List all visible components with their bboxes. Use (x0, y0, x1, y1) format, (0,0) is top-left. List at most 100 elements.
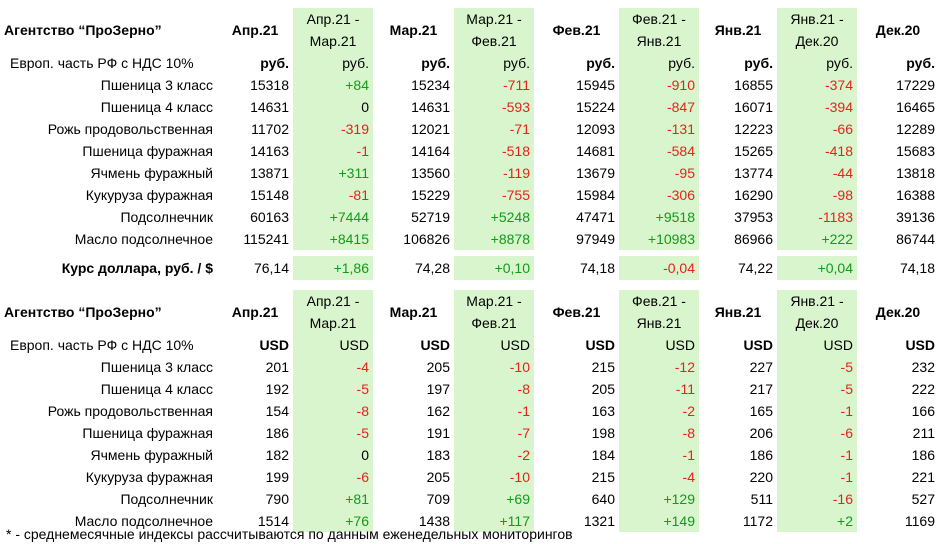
unit-label: руб. (421, 55, 450, 71)
change-value: -7 (454, 422, 534, 444)
table-row: Пшеница 3 класс 201 -4 205 -10 215 -12 227 -5 232 (0, 356, 939, 378)
column-header: Янв.21 - Дек.20 (777, 290, 857, 334)
exchange-value: 74,18 (899, 260, 935, 276)
column-header-line: Янв.21 - (790, 293, 844, 309)
table-row: Масло подсолнечное 115241 +8415 106826 +8878… (0, 228, 939, 250)
price-value: 15229 (411, 187, 450, 203)
price-value: 154 (265, 403, 289, 419)
change-value: -71 (454, 118, 534, 140)
price-value: 215 (591, 359, 615, 375)
unit-label: USD (259, 337, 289, 353)
price-value: 1321 (583, 513, 615, 529)
change-value: -847 (619, 96, 699, 118)
price-value: 199 (265, 469, 289, 485)
price-value: 16855 (734, 77, 773, 93)
price-value: 12021 (411, 121, 450, 137)
table-row: Ячмень фуражный 182 0 183 -2 184 -1 186 -1 186 (0, 444, 939, 466)
price-value: 1514 (257, 513, 289, 529)
price-value: 60163 (250, 209, 289, 225)
unit-label: руб. (454, 52, 534, 74)
price-value: 15683 (896, 143, 935, 159)
change-value: -10 (454, 356, 534, 378)
price-value: 222 (911, 381, 935, 397)
column-header: Мар.21 (389, 22, 438, 38)
price-value: 86744 (896, 231, 935, 247)
change-value: -44 (777, 162, 857, 184)
table-row: Пшеница фуражная 186 -5 191 -7 198 -8 206 -6 211 (0, 422, 939, 444)
unit-label: руб. (260, 55, 289, 71)
column-header: Апр.21 (231, 304, 279, 320)
change-value: -95 (619, 162, 699, 184)
change-value: -1 (777, 400, 857, 422)
price-value: 227 (749, 359, 773, 375)
change-value: +8878 (454, 228, 534, 250)
change-value: -1 (777, 466, 857, 488)
footnote: * - среднемесячные индексы рассчитываютс… (6, 526, 573, 542)
price-value: 527 (911, 491, 935, 507)
unit-label: руб. (619, 52, 699, 74)
table-row: Рожь продовольственная 11702 -319 12021 -71 1… (0, 118, 939, 140)
column-header-line: Янв.21 - (790, 11, 844, 27)
unit-label: USD (420, 337, 450, 353)
price-value: 205 (426, 359, 450, 375)
price-value: 220 (749, 469, 773, 485)
price-value: 115241 (243, 231, 289, 247)
change-value: -2 (619, 400, 699, 422)
price-value: 198 (591, 425, 615, 441)
price-value: 1172 (742, 513, 773, 529)
price-value: 16290 (734, 187, 773, 203)
price-value: 184 (591, 447, 615, 463)
column-header-line: Мар.21 - (466, 293, 522, 309)
row-label: Кукуруза фуражная (85, 187, 213, 203)
exchange-value: 74,22 (737, 260, 773, 276)
price-value: 640 (591, 491, 615, 507)
price-value: 15945 (576, 77, 615, 93)
change-value: -131 (619, 118, 699, 140)
table-title: Агентство “ПроЗерно” (4, 22, 162, 38)
price-value: 165 (749, 403, 773, 419)
unit-label: руб. (586, 55, 615, 71)
column-header-line: Дек.20 (795, 315, 839, 331)
change-value: -711 (454, 74, 534, 96)
change-value: -119 (454, 162, 534, 184)
change-value: +8415 (293, 228, 373, 250)
change-value: -1 (619, 444, 699, 466)
column-header: Апр.21 - Мар.21 (293, 8, 373, 52)
change-value: -2 (454, 444, 534, 466)
price-value: 13774 (734, 165, 773, 181)
unit-label: USD (905, 337, 935, 353)
unit-label: USD (293, 334, 373, 356)
unit-label: USD (777, 334, 857, 356)
change-value: -5 (293, 422, 373, 444)
row-label: Масло подсолнечное (74, 231, 213, 247)
column-header-line: Апр.21 - (306, 11, 360, 27)
change-value: -5 (777, 356, 857, 378)
column-header: Фев.21 (552, 304, 601, 320)
unit-label: USD (743, 337, 773, 353)
change-value: -755 (454, 184, 534, 206)
price-value: 183 (426, 447, 450, 463)
price-value: 17229 (896, 77, 935, 93)
column-header-line: Мар.21 - (466, 11, 522, 27)
price-value: 14681 (576, 143, 615, 159)
exchange-change: +1,86 (293, 256, 373, 280)
price-value: 1169 (904, 513, 935, 529)
price-value: 201 (265, 359, 289, 375)
table-subtitle: Европ. часть РФ с НДС 10% (10, 55, 194, 71)
price-value: 709 (426, 491, 450, 507)
column-header-line: Фев.21 - (632, 11, 686, 27)
change-value: +76 (293, 510, 373, 532)
column-header-line: Мар.21 (309, 33, 357, 49)
change-value: -10 (454, 466, 534, 488)
table-row: Кукуруза фуражная 15148 -81 15229 -755 15984-… (0, 184, 939, 206)
table-row: Пшеница фуражная 14163 -1 14164 -518 14681 -58… (0, 140, 939, 162)
column-header: Фев.21 - Янв.21 (619, 290, 699, 334)
price-value: 15148 (250, 187, 289, 203)
price-value: 197 (426, 381, 450, 397)
price-value: 106826 (403, 231, 450, 247)
change-value: -8 (454, 378, 534, 400)
row-label: Рожь продовольственная (47, 121, 213, 137)
price-value: 16071 (734, 99, 773, 115)
row-label: Пшеница фуражная (82, 143, 213, 159)
row-label: Рожь продовольственная (47, 403, 213, 419)
